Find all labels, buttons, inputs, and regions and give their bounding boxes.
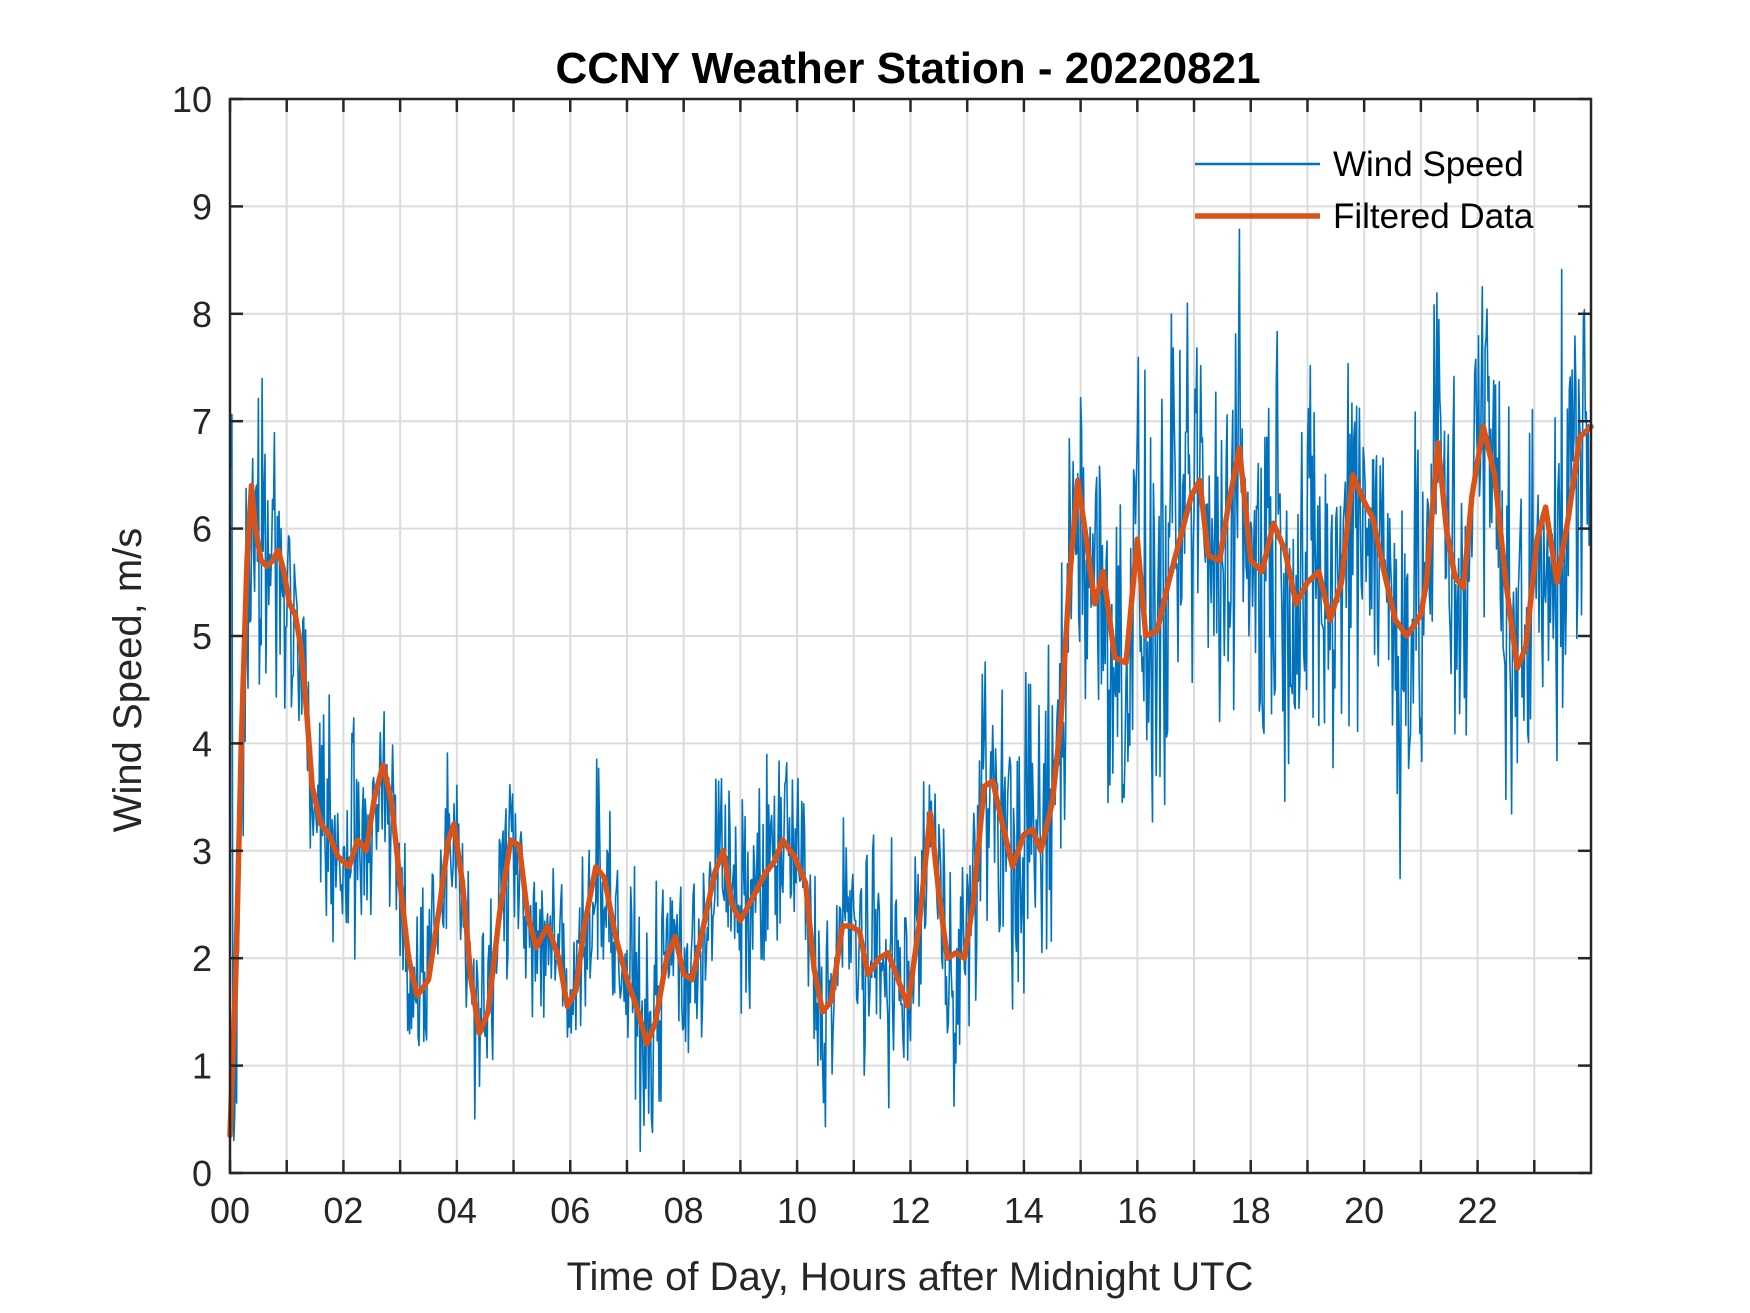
legend-label-filtered-data: Filtered Data: [1333, 197, 1534, 236]
x-tick-label: 06: [550, 1190, 590, 1231]
y-tick-label: 10: [172, 79, 212, 120]
x-tick-label: 16: [1117, 1190, 1157, 1231]
y-axis-label: Wind Speed, m/s: [106, 528, 150, 833]
x-tick-label: 18: [1231, 1190, 1271, 1231]
x-tick-label: 00: [210, 1190, 250, 1231]
x-tick-label: 02: [323, 1190, 363, 1231]
y-tick-label: 8: [192, 294, 212, 335]
y-tick-label: 1: [192, 1046, 212, 1087]
legend-label-wind-speed: Wind Speed: [1333, 145, 1524, 184]
y-tick-label: 6: [192, 509, 212, 550]
y-tick-label: 2: [192, 938, 212, 979]
legend: Wind Speed Filtered Data: [1195, 145, 1534, 236]
y-tick-label: 4: [192, 723, 212, 764]
x-tick-label: 04: [437, 1190, 477, 1231]
y-tick-label: 3: [192, 831, 212, 872]
x-tick-label: 08: [664, 1190, 704, 1231]
x-tick-label: 14: [1004, 1190, 1044, 1231]
x-tick-label: 12: [890, 1190, 930, 1231]
series-filtered-data-line: [227, 423, 1594, 1139]
series-wind-speed-line: [229, 228, 1592, 1152]
x-axis-label: Time of Day, Hours after Midnight UTC: [567, 1255, 1254, 1299]
plot-area: [227, 228, 1594, 1152]
y-tick-label: 0: [192, 1153, 212, 1194]
chart-title: CCNY Weather Station - 20220821: [555, 44, 1260, 93]
y-tick-label: 9: [192, 186, 212, 227]
x-tick-label: 20: [1344, 1190, 1384, 1231]
y-tick-label: 7: [192, 401, 212, 442]
y-tick-label: 5: [192, 616, 212, 657]
x-tick-label: 22: [1458, 1190, 1498, 1231]
x-tick-label: 10: [777, 1190, 817, 1231]
